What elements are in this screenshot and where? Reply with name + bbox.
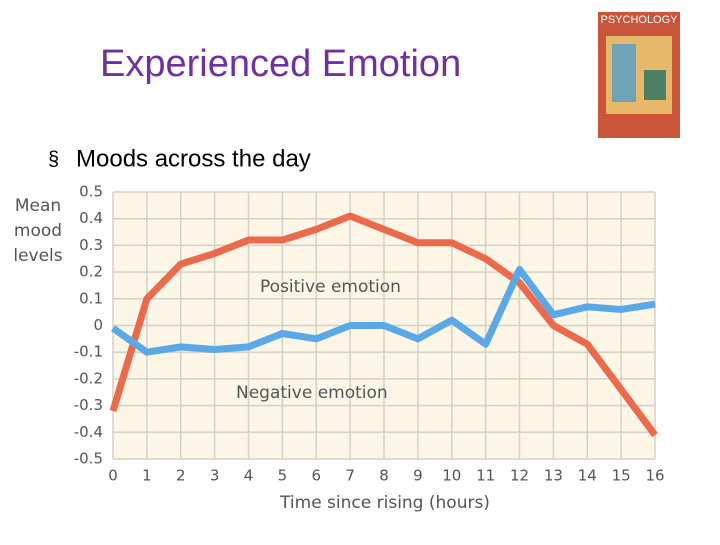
y-tick-label: 0.4 [79, 209, 103, 227]
x-tick-label: 12 [510, 467, 529, 485]
x-tick-label: 11 [476, 467, 495, 485]
y-tick-label: 0.2 [79, 263, 103, 281]
y-tick-label: -0.2 [74, 369, 103, 387]
series-annotation: Negative emotion [236, 383, 388, 403]
y-axis-label: levels [13, 246, 62, 266]
y-tick-label: -0.4 [74, 423, 103, 441]
x-tick-label: 0 [108, 467, 118, 485]
y-tick-label: 0.3 [79, 236, 103, 254]
x-tick-label: 13 [544, 467, 563, 485]
series-annotation: Positive emotion [260, 277, 401, 297]
x-tick-label: 2 [176, 467, 186, 485]
data-line [109, 212, 658, 438]
x-tick-label: 10 [442, 467, 461, 485]
x-tick-label: 8 [379, 467, 389, 485]
x-tick-label: 14 [578, 467, 597, 485]
y-tick-label: -0.1 [74, 343, 103, 361]
data-line [110, 265, 656, 356]
x-tick-label: 3 [210, 467, 220, 485]
y-tick-label: -0.5 [74, 450, 103, 468]
slide-title: Experienced Emotion [100, 43, 461, 85]
book-cover: PSYCHOLOGY [598, 12, 680, 138]
bullet-text: Moods across the day [76, 145, 311, 172]
x-tick-label: 6 [311, 467, 321, 485]
x-axis-label: Time since rising (hours) [279, 493, 490, 513]
y-tick-label: -0.3 [74, 396, 103, 414]
x-tick-label: 9 [413, 467, 423, 485]
y-axis-label: Mean [15, 196, 61, 216]
x-tick-label: 7 [345, 467, 355, 485]
x-tick-label: 5 [278, 467, 288, 485]
y-tick-label: 0 [93, 316, 103, 334]
y-axis-label: mood [14, 221, 62, 241]
x-tick-label: 16 [645, 467, 664, 485]
y-tick-label: 0.1 [79, 289, 103, 307]
x-tick-label: 15 [612, 467, 631, 485]
cover-window [612, 44, 636, 102]
x-tick-label: 4 [244, 467, 254, 485]
cover-plant [644, 70, 666, 100]
x-tick-label: 1 [142, 467, 152, 485]
bullet-symbol: § [48, 148, 59, 170]
y-tick-label: 0.5 [79, 183, 103, 201]
cover-title: PSYCHOLOGY [600, 14, 678, 26]
